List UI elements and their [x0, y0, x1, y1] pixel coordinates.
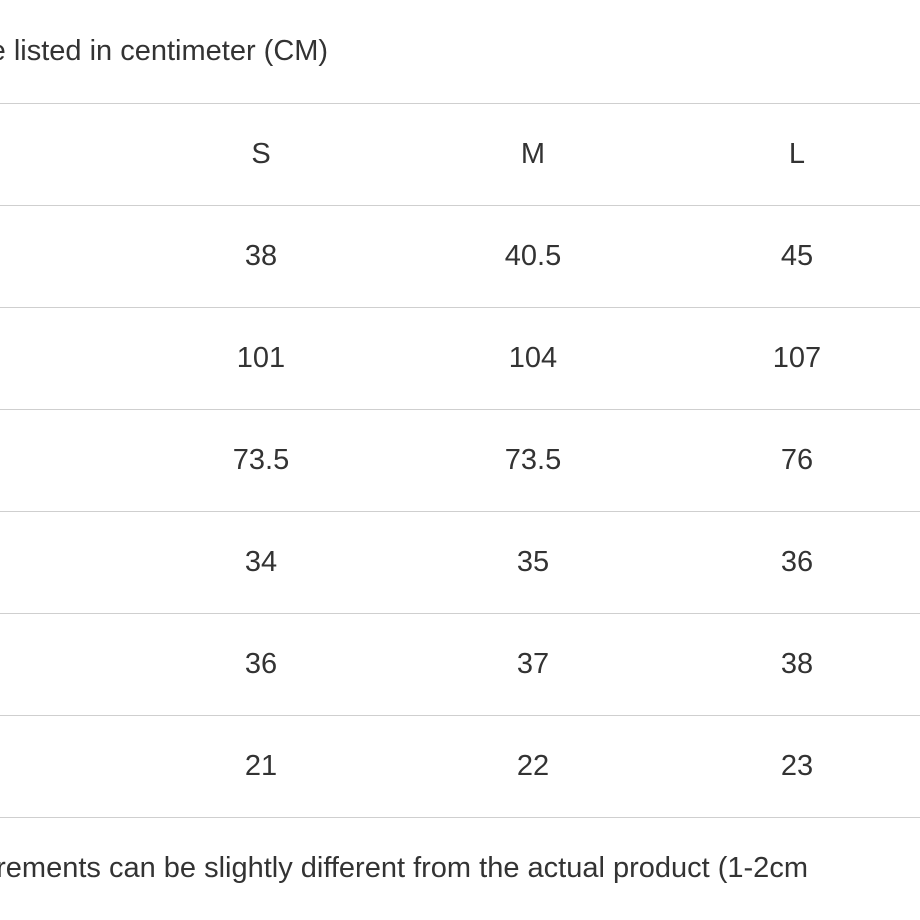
table-row: 73.5 73.5 76 [0, 409, 920, 512]
table-row: 36 37 38 [0, 613, 920, 716]
header-size-l: L [674, 103, 920, 206]
header-row: S M L [0, 103, 920, 206]
cell-m: 22 [392, 715, 674, 818]
cell-m: 35 [392, 511, 674, 614]
unit-note-text: re listed in centimeter (CM) [0, 35, 329, 67]
size-chart-table: S M L 38 40.5 45 101 104 107 73.5 73.5 7… [0, 103, 920, 818]
cell-m: 104 [392, 307, 674, 410]
cell-m: 37 [392, 613, 674, 716]
cell-s: 21 [130, 715, 392, 818]
cell-l: 76 [674, 409, 920, 512]
row-label-cell [0, 103, 130, 206]
header-size-m: M [392, 103, 674, 206]
cell-s: 101 [130, 307, 392, 410]
row-label-cell [0, 205, 130, 308]
cell-s: 73.5 [130, 409, 392, 512]
cell-s: 36 [130, 613, 392, 716]
cell-l: 45 [674, 205, 920, 308]
cell-s: 34 [130, 511, 392, 614]
cell-m: 73.5 [392, 409, 674, 512]
header-size-s: S [130, 103, 392, 206]
disclaimer-note-text: urements can be slightly different from … [0, 852, 808, 884]
table-row: 101 104 107 [0, 307, 920, 410]
table-row: 38 40.5 45 [0, 205, 920, 308]
cell-l: 23 [674, 715, 920, 818]
unit-note: re listed in centimeter (CM) [0, 31, 348, 71]
row-label-cell [0, 613, 130, 716]
table-row: 34 35 36 [0, 511, 920, 614]
table-row: 21 22 23 [0, 715, 920, 818]
row-label-cell [0, 409, 130, 512]
cell-l: 107 [674, 307, 920, 410]
row-label-cell [0, 715, 130, 818]
cell-l: 36 [674, 511, 920, 614]
row-label-cell [0, 307, 130, 410]
disclaimer-note: urements can be slightly different from … [0, 848, 828, 888]
cell-s: 38 [130, 205, 392, 308]
cell-m: 40.5 [392, 205, 674, 308]
cell-l: 38 [674, 613, 920, 716]
row-label-cell [0, 511, 130, 614]
